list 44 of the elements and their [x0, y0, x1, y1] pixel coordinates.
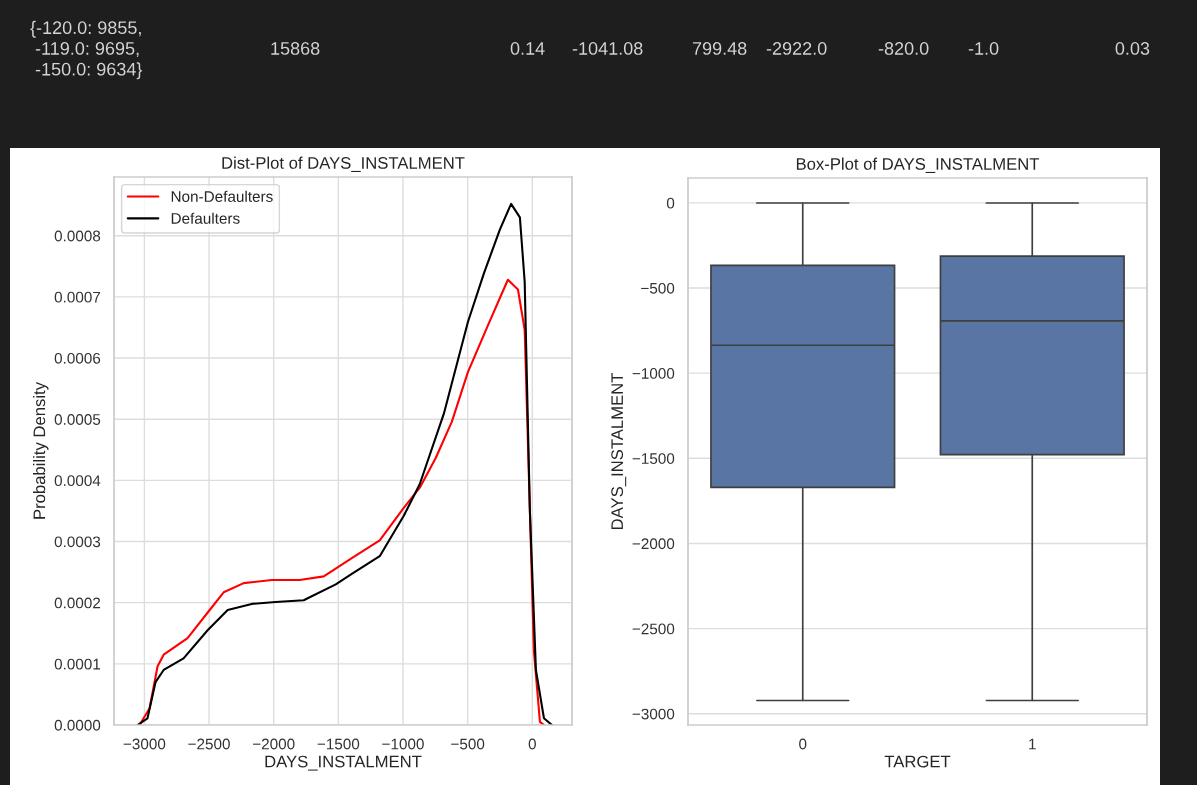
y-tick-label: −2500	[632, 623, 675, 635]
chart-title: Dist-Plot of DAYS_INSTALMENT	[222, 156, 465, 172]
line-series	[136, 202, 553, 725]
y-tick-label: −3000	[632, 708, 675, 720]
text: -1.0	[968, 42, 999, 55]
text: {-120.0: 9855, -119.0: 9695, -150.0: 9634}	[30, 20, 143, 80]
text: 799.48	[692, 42, 747, 55]
y-tick-label: −1000	[632, 368, 675, 379]
y-axis-title: DAYS_INSTALMENT	[611, 373, 627, 530]
text: 0.03	[1115, 42, 1150, 55]
y-tick-label: −1500	[632, 453, 675, 464]
chart-title: Box-Plot of DAYS_INSTALMENT	[796, 157, 1040, 173]
text: -2922.0	[766, 42, 827, 55]
y-tick-label: −500	[641, 282, 675, 294]
text: -1041.08	[572, 42, 643, 55]
x-tick-label: −1500	[317, 738, 360, 750]
text: -820.0	[878, 42, 929, 55]
x-tick-label: −1000	[382, 738, 424, 750]
x-axis-title: TARGET	[884, 755, 951, 768]
x-tick-label: 0	[528, 738, 536, 750]
y-tick-label: 0.0003	[54, 536, 101, 548]
y-tick-label: 0.0001	[54, 658, 101, 670]
y-tick-label: 0.0000	[54, 719, 101, 731]
legend-label: Non-Defaulters	[171, 190, 273, 202]
x-tick-label: −2000	[252, 738, 295, 750]
x-tick-label: −2500	[188, 738, 230, 750]
y-tick-label: 0	[666, 197, 675, 209]
y-tick-label: 0.0006	[54, 352, 101, 364]
x-tick-label: 0	[799, 738, 807, 750]
x-axis-title: DAYS_INSTALMENT	[265, 755, 422, 771]
text: 15868	[271, 42, 320, 55]
y-tick-label: −2000	[632, 538, 675, 550]
line-series	[138, 278, 545, 725]
x-tick-label: −3000	[123, 738, 166, 750]
x-tick-label: −500	[451, 738, 485, 750]
y-tick-label: 0.0007	[54, 291, 101, 303]
legend-label: Defaulters	[171, 212, 240, 224]
y-tick-label: 0.0002	[54, 597, 101, 609]
y-tick-label: 0.0004	[54, 475, 101, 487]
y-axis-title: Probability Density	[32, 382, 49, 519]
y-tick-label: 0.0005	[54, 414, 101, 425]
x-tick-label: 1	[1029, 738, 1036, 750]
y-tick-label: 0.0008	[54, 230, 101, 242]
text: 0.14	[510, 42, 545, 55]
